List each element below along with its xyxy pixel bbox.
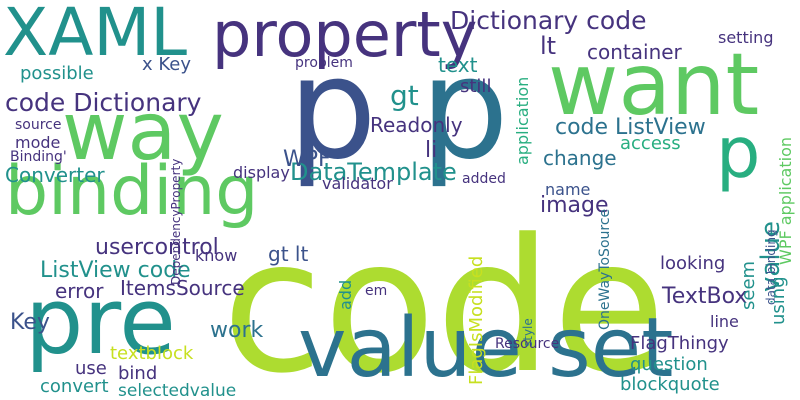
word-datatemplate: DataTemplate xyxy=(290,158,457,186)
word-know: know xyxy=(195,246,238,265)
word-way: way xyxy=(62,85,224,178)
word-p-vertical: p xyxy=(716,112,761,194)
word-flagthingy: FlagThingy xyxy=(630,333,729,354)
word-li: li xyxy=(425,138,438,163)
word-convert: convert xyxy=(40,376,109,397)
word-p-1: p xyxy=(288,28,377,191)
word-converter: Converter xyxy=(5,163,105,187)
word-xaml: XAML xyxy=(3,0,188,71)
word-wpf-application-vertical: WPF application xyxy=(776,136,795,265)
word-problem: problem xyxy=(295,55,353,71)
word-blockquote: blockquote xyxy=(620,374,720,395)
word-dictionary-code: Dictionary code xyxy=(450,6,647,35)
word-readonly: Readonly xyxy=(370,113,463,137)
word-text: text xyxy=(438,53,478,77)
word-textbox: TextBox xyxy=(662,284,748,309)
word-flagismodified-vertical: FlagIsModified xyxy=(466,255,487,385)
word-added: added xyxy=(462,171,506,187)
word-gt-lt: gt lt xyxy=(268,242,309,266)
word-usercontrol: usercontrol xyxy=(95,235,219,260)
word-itemssource: ItemsSource xyxy=(120,276,245,300)
word-em: em xyxy=(365,283,388,299)
word-error: error xyxy=(55,279,104,303)
word-x-key: x Key xyxy=(142,54,192,75)
word-textblock: textblock xyxy=(110,343,194,364)
word-work: work xyxy=(210,318,264,343)
word-key: Key xyxy=(10,310,50,335)
word-property: property xyxy=(212,0,478,71)
word-source: source xyxy=(15,117,62,133)
word-image: image xyxy=(540,193,609,218)
word-line: line xyxy=(710,312,739,331)
word-gt: gt xyxy=(390,79,419,112)
word-add-vertical: add xyxy=(336,279,355,310)
word-still: still xyxy=(460,76,492,97)
word-lt: lt xyxy=(540,32,557,60)
word-binding-quote: Binding' xyxy=(10,149,67,165)
word-p-2: p xyxy=(420,28,509,191)
word-mode: mode xyxy=(15,133,61,152)
word-display: display xyxy=(233,163,290,182)
word-question: question xyxy=(630,354,708,375)
word-bind: bind xyxy=(118,363,158,384)
word-code-listview: code ListView xyxy=(555,115,706,140)
word-onewaytosource-vertical: OneWayToSource xyxy=(597,208,613,330)
word-style-vertical: style xyxy=(521,318,535,347)
word-application-vertical: application xyxy=(513,76,532,165)
word-setting: setting xyxy=(718,28,774,47)
word-dependencyproperty-vertical: DependencyProperty xyxy=(169,158,183,285)
word-code-dictionary: code Dictionary xyxy=(5,88,202,117)
word-access: access xyxy=(620,133,681,154)
word-code: code xyxy=(222,200,666,400)
word-seem-vertical: seem xyxy=(738,260,759,310)
word-wpf: WPF xyxy=(283,147,331,172)
word-resource: Resource xyxy=(495,336,560,352)
word-binding: binding xyxy=(5,152,259,231)
word-name: name xyxy=(545,180,591,199)
word-validator: validator xyxy=(322,174,393,193)
word-value-set: value set xyxy=(298,301,674,396)
word-using-vertical: using xyxy=(768,276,789,325)
word-pre: pre xyxy=(25,268,176,375)
word-use: use xyxy=(75,358,107,379)
word-possible: possible xyxy=(20,63,94,84)
word-change: change xyxy=(543,146,617,170)
word-looking: looking xyxy=(660,253,726,274)
word-selectedvalue: selectedvalue xyxy=(118,381,237,400)
word-container: container xyxy=(587,40,682,64)
word-listview-code: ListView code xyxy=(40,258,191,283)
word-want: want xyxy=(548,35,760,135)
